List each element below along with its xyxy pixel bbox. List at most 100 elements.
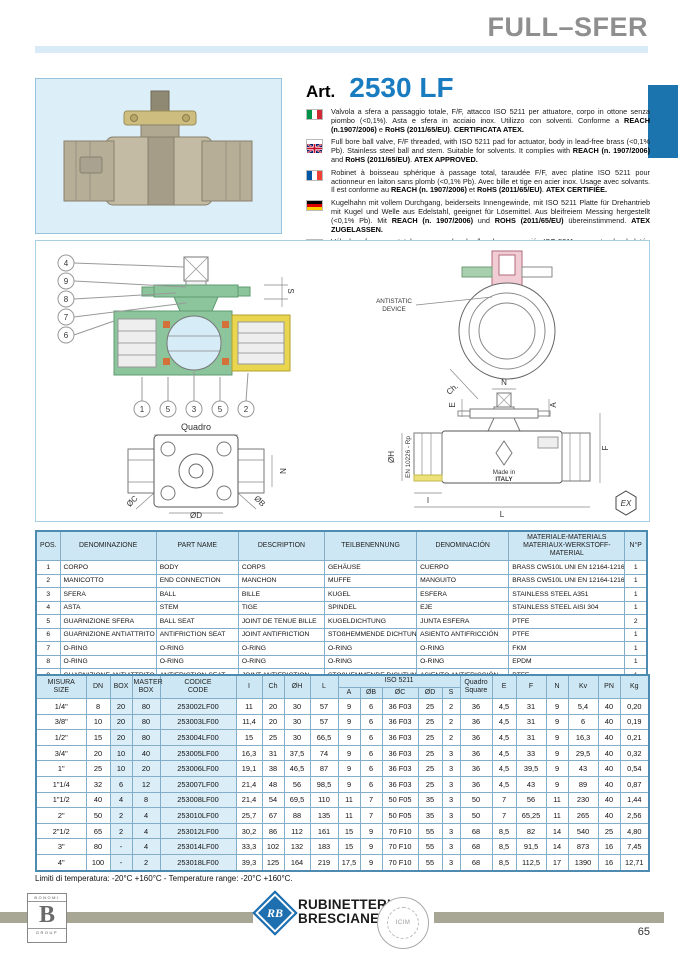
parts-row: 4 ASTA STEM TIGE SPINDEL EJE STAINLESS STEEL A… xyxy=(35,600,648,615)
size-row: 2"1/2 65 2 4 253012LF00 30,2 86 112 161 15 9 70 F10… xyxy=(35,822,650,840)
table-cell: 30 xyxy=(283,713,311,731)
table-cell: 30 xyxy=(283,698,311,715)
table-cell: 1 xyxy=(624,587,648,602)
table-cell: 2 xyxy=(441,698,461,715)
table-cell: 3 xyxy=(35,587,61,602)
col-description: DESCRIPTION xyxy=(237,530,325,561)
table-cell: 9 xyxy=(337,744,361,762)
table-cell: 40 xyxy=(597,729,621,746)
svg-text:2: 2 xyxy=(244,405,249,414)
table-cell: 183 xyxy=(309,838,339,855)
table-cell: 50 xyxy=(85,807,111,824)
size-row: 1" 25 10 20 253006LF00 19,1 38 46,5 87 9 6 36 F03 25… xyxy=(35,760,650,777)
col-l: L xyxy=(309,674,339,699)
table-cell: 265 xyxy=(567,807,599,824)
table-cell: BALL SEAT xyxy=(155,614,239,629)
table-cell: 36 F03 xyxy=(381,698,419,715)
table-cell: O-RING xyxy=(59,654,157,669)
table-cell: 40 xyxy=(597,807,621,824)
table-cell: 540 xyxy=(567,822,599,840)
table-cell: 253003LF00 xyxy=(159,713,237,731)
technical-diagram: S 4 9 8 7 6 1 5 3 5 2 Quadro xyxy=(35,240,650,522)
table-cell: 9 xyxy=(545,729,569,746)
table-cell: 55 xyxy=(417,853,443,872)
table-cell: 4,5 xyxy=(491,775,517,793)
table-cell: 1 xyxy=(624,573,648,588)
col-quadro: Quadro Square xyxy=(459,674,493,699)
svg-text:ØC: ØC xyxy=(125,494,140,509)
table-cell: 9 xyxy=(359,853,383,872)
table-cell: 25 xyxy=(85,760,111,777)
footer-bar-left xyxy=(0,912,253,923)
col-teilbenennung: TEILBENENNUNG xyxy=(323,530,418,561)
table-cell: 9 xyxy=(359,838,383,855)
svg-text:8: 8 xyxy=(64,295,69,304)
table-cell: 1" xyxy=(35,760,87,777)
product-photo xyxy=(35,78,282,234)
table-cell: 65,25 xyxy=(515,807,547,824)
table-cell: 89 xyxy=(567,775,599,793)
table-cell: 253006LF00 xyxy=(159,760,237,777)
size-row: 3" 80-4 253014LF00 33,3 102 132 183 15 9 70 F10 55… xyxy=(35,838,650,855)
table-cell: 48 xyxy=(261,775,285,793)
table-cell: 36 xyxy=(459,775,493,793)
table-cell: O-RING xyxy=(237,654,325,669)
size-row: 3/8" 10 20 80 253003LF00 11,4 20 30 57 9 6 36 F03 25… xyxy=(35,713,650,731)
table-cell: 1"1/4 xyxy=(35,775,87,793)
table-cell: SPINDEL xyxy=(323,600,418,615)
table-cell: 67 xyxy=(261,807,285,824)
table-cell: 4,5 xyxy=(491,744,517,762)
col-od: ØD xyxy=(417,686,443,699)
table-cell: 43 xyxy=(567,760,599,777)
table-cell: 14 xyxy=(545,838,569,855)
table-cell: 57 xyxy=(309,698,339,715)
table-cell: 9 xyxy=(545,713,569,731)
table-cell: 4,5 xyxy=(491,698,517,715)
parts-row: 5 GUARNIZIONE SFERA BALL SEAT JOINT DE TENU… xyxy=(35,614,648,629)
table-cell: KUGELDICHTUNG xyxy=(323,614,418,629)
table-cell: 54 xyxy=(261,791,285,809)
description-text: Valvola a sfera a passaggio totale, F/F,… xyxy=(331,107,650,134)
table-cell: 4 xyxy=(35,600,61,615)
table-cell: 56 xyxy=(515,791,547,809)
table-cell: 50 xyxy=(459,807,493,824)
col-part-name: PART NAME xyxy=(155,530,239,561)
table-cell: 7 xyxy=(491,807,517,824)
table-cell: 91,5 xyxy=(515,838,547,855)
table-cell: 80 xyxy=(85,838,111,855)
german-flag-icon xyxy=(306,200,323,212)
table-cell: 36 F03 xyxy=(381,713,419,731)
table-cell: 40 xyxy=(597,713,621,731)
table-cell: 112,5 xyxy=(515,853,547,872)
table-cell: 39,5 xyxy=(515,760,547,777)
table-cell: 2,56 xyxy=(619,807,650,824)
size-row: 1"1/2 40 4 8 253008LF00 21,4 54 69,5 110 11 7 50 F0… xyxy=(35,791,650,809)
table-cell: 0,32 xyxy=(619,744,650,762)
table-cell: 6 xyxy=(567,713,599,731)
svg-text:Made in: Made in xyxy=(493,469,516,476)
table-cell: 3" xyxy=(35,838,87,855)
table-cell: - xyxy=(109,853,133,872)
col-materiale: MATERIALE-MATERIALS MATERIAUX-WERKSTOFF-M… xyxy=(508,530,626,561)
parts-row: 6 GUARNIZIONE ANTIATTRITO ANTIFRICTION SEA… xyxy=(35,627,648,642)
table-cell: 1 xyxy=(624,600,648,615)
table-cell: SFERA xyxy=(59,587,157,602)
table-cell: GEHÄUSE xyxy=(323,560,418,575)
table-cell: 40 xyxy=(85,791,111,809)
svg-text:9: 9 xyxy=(64,277,69,286)
italian-flag-icon xyxy=(306,109,323,120)
size-table-body: 1/4" 8 20 80 253002LF00 11 20 30 57 9 6 36 F03 25 2 36… xyxy=(35,698,650,872)
table-cell: 8 xyxy=(131,791,161,809)
table-cell: 20 xyxy=(85,744,111,762)
table-cell: ANTIFRICTION SEAT xyxy=(155,627,239,642)
table-cell: 1390 xyxy=(567,853,599,872)
col-pos: POS. xyxy=(35,530,61,561)
table-cell: 2"1/2 xyxy=(35,822,87,840)
table-cell: 36 F03 xyxy=(381,775,419,793)
table-cell: 1 xyxy=(624,627,648,642)
svg-text:3: 3 xyxy=(192,405,197,414)
svg-text:Quadro: Quadro xyxy=(181,422,211,432)
table-cell: 56 xyxy=(283,775,311,793)
table-cell: ASIENTO ANTIFRICCIÓN xyxy=(416,627,510,642)
table-cell: 25 xyxy=(417,760,443,777)
